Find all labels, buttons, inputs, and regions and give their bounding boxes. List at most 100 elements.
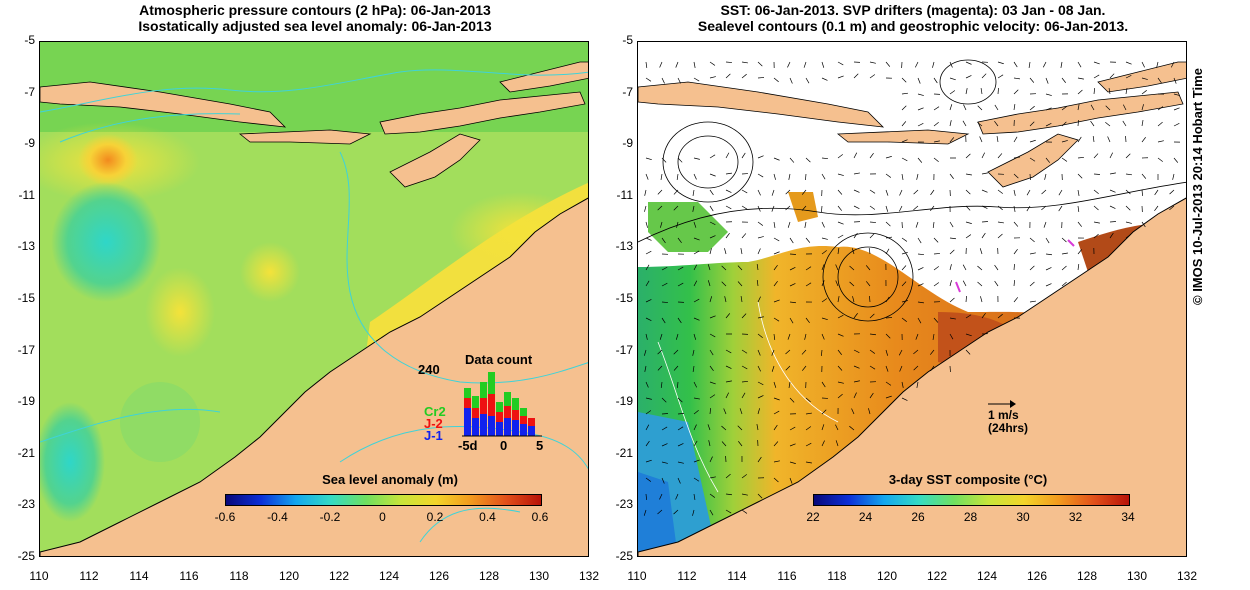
velocity-vector <box>1108 88 1111 95</box>
velocity-vector <box>1141 189 1143 197</box>
velocity-vector <box>757 189 761 196</box>
sst-map: 1 m/s (24hrs) 3-day SST composite (°C) 2… <box>637 41 1187 557</box>
velocity-vector <box>962 120 967 127</box>
velocity-vector <box>1173 77 1177 84</box>
velocity-vector <box>804 333 807 340</box>
right-lon-tick: 132 <box>1176 569 1198 583</box>
left-lat-tick: -21 <box>17 445 35 460</box>
velocity-vector <box>1077 249 1083 255</box>
velocity-vector <box>657 205 663 211</box>
velocity-vector <box>725 61 733 63</box>
velocity-vector <box>837 154 843 159</box>
velocity-vector <box>709 189 714 196</box>
velocity-vector <box>773 410 780 415</box>
velocity-vector <box>917 237 922 244</box>
velocity-vector <box>709 365 714 372</box>
velocity-vector <box>821 298 828 303</box>
sst-colorbar-tick: 26 <box>911 510 925 524</box>
velocity-vector <box>725 349 732 354</box>
velocity-vector <box>721 425 727 431</box>
velocity-vector <box>1077 61 1082 68</box>
velocity-vector <box>659 61 663 68</box>
left-title-line1: Atmospheric pressure contours (2 hPa): 0… <box>139 2 491 18</box>
velocity-vector <box>789 477 793 484</box>
velocity-vector <box>1157 157 1163 162</box>
velocity-vector <box>757 61 763 67</box>
velocity-vector <box>849 281 855 287</box>
left-lon-tick: 114 <box>129 569 149 583</box>
sea-level-colorbar-label: Sea level anomaly (m) <box>322 472 458 487</box>
velocity-vector <box>932 61 935 68</box>
velocity-vector <box>788 381 791 388</box>
velocity-vector <box>1041 205 1047 211</box>
velocity-vector <box>1093 74 1100 79</box>
velocity-vector <box>693 440 698 447</box>
velocity-vector <box>789 443 796 447</box>
velocity-vector <box>1013 189 1016 196</box>
velocity-vector <box>789 317 794 324</box>
velocity-vector <box>1125 153 1131 159</box>
velocity-vector <box>1061 237 1067 243</box>
velocity-vector <box>1013 104 1016 111</box>
velocity-vector <box>693 333 697 340</box>
velocity-vector <box>757 296 761 303</box>
velocity-vector <box>1029 300 1036 303</box>
velocity-vector <box>1077 89 1083 95</box>
velocity-vector <box>725 509 732 514</box>
velocity-vector <box>994 120 999 127</box>
velocity-vector <box>869 313 875 319</box>
velocity-vector <box>1141 221 1146 228</box>
velocity-vector <box>644 365 647 372</box>
velocity-vector <box>933 266 940 271</box>
velocity-vector <box>1173 122 1180 127</box>
velocity-vector <box>853 152 858 159</box>
velocity-vector <box>1125 88 1128 95</box>
velocity-vector <box>805 461 812 464</box>
velocity-vector <box>1029 77 1035 83</box>
left-lon-tick: 116 <box>179 569 199 583</box>
velocity-vector <box>693 77 700 82</box>
velocity-vector <box>949 333 954 340</box>
sea-level-colorbar-tick: 0.4 <box>479 510 496 524</box>
velocity-vector <box>801 205 807 211</box>
velocity-vector <box>1157 140 1164 143</box>
left-lat-tick: -13 <box>17 239 35 254</box>
velocity-vector <box>756 280 759 287</box>
velocity-vector <box>1105 105 1111 111</box>
velocity-vector <box>901 105 907 111</box>
velocity-vector <box>885 221 891 227</box>
velocity-vector <box>788 173 791 180</box>
velocity-vector <box>785 189 791 195</box>
sea-level-colorbar <box>225 494 542 506</box>
velocity-vector <box>997 233 1003 239</box>
velocity-vector <box>933 317 939 323</box>
right-lat-tick: -23 <box>615 497 633 512</box>
velocity-vector <box>885 333 891 339</box>
left-map-title: Atmospheric pressure contours (2 hPa): 0… <box>40 2 590 34</box>
velocity-vector <box>1093 233 1099 239</box>
legend-cr2: Cr2 <box>424 404 446 419</box>
velocity-vector <box>661 426 668 431</box>
velocity-vector <box>837 248 840 255</box>
velocity-vector <box>803 61 807 68</box>
velocity-vector <box>965 349 971 355</box>
velocity-vector <box>773 441 779 447</box>
left-lon-tick: 130 <box>528 569 550 583</box>
velocity-vector <box>949 317 956 320</box>
velocity-vector <box>677 443 684 447</box>
velocity-vector <box>933 282 940 287</box>
velocity-vector <box>853 73 859 79</box>
velocity-vector <box>693 397 700 400</box>
velocity-vector <box>693 237 700 241</box>
velocity-vector <box>821 440 825 447</box>
velocity-vector <box>980 296 983 303</box>
velocity-vector <box>737 281 743 287</box>
velocity-vector <box>693 317 700 321</box>
velocity-vector <box>869 233 875 239</box>
velocity-vector <box>1141 173 1147 179</box>
left-lon-tick: 110 <box>29 569 49 583</box>
velocity-vector <box>757 155 764 159</box>
velocity-vector <box>645 493 647 501</box>
velocity-vector <box>962 264 967 271</box>
velocity-vector <box>785 349 791 355</box>
